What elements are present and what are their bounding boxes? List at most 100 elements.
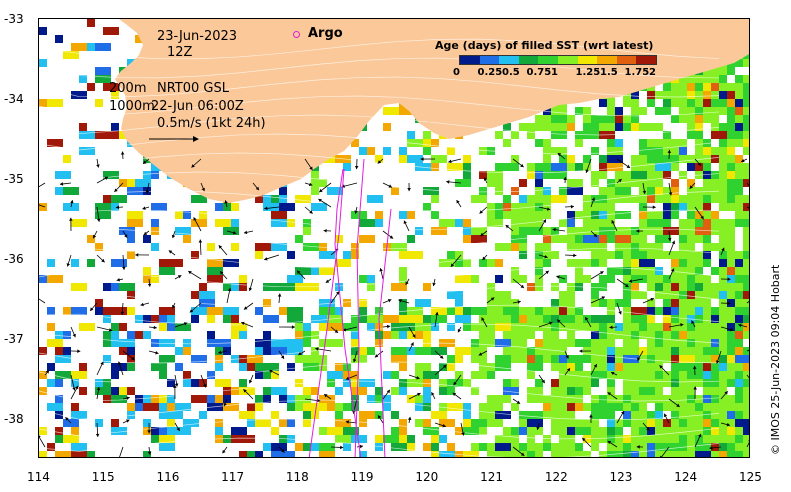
sst-pixel	[695, 331, 703, 339]
sst-pixel	[535, 411, 543, 419]
sst-pixel	[87, 259, 95, 267]
sst-pixel	[559, 419, 567, 427]
sst-pixel	[399, 363, 407, 371]
velocity-arrow	[564, 367, 571, 376]
sst-pixel	[599, 363, 607, 371]
sst-pixel	[599, 299, 607, 307]
sst-pixel	[255, 243, 271, 251]
sst-pixel	[687, 395, 695, 403]
sst-pixel	[119, 131, 127, 139]
sst-pixel	[119, 323, 127, 331]
velocity-arrow	[693, 386, 697, 400]
streamline	[39, 95, 720, 117]
sst-pixel	[487, 451, 503, 457]
sst-pixel	[727, 243, 735, 251]
sst-pixel	[391, 331, 399, 339]
sst-pixel	[111, 203, 119, 211]
sst-pixel	[311, 171, 319, 179]
sst-pixel	[727, 147, 735, 155]
sst-pixel	[551, 403, 567, 411]
sst-pixel	[479, 403, 487, 411]
sst-pixel	[239, 411, 255, 419]
sst-pixel	[591, 299, 599, 307]
sst-pixel	[199, 211, 207, 219]
sst-pixel	[679, 251, 687, 259]
sst-pixel	[311, 443, 319, 451]
velocity-arrow	[636, 229, 644, 233]
sst-pixel	[607, 339, 615, 347]
sst-pixel	[575, 307, 583, 315]
sst-pixel	[271, 387, 287, 395]
velocity-arrow	[590, 296, 606, 304]
sst-pixel	[111, 363, 127, 371]
sst-pixel	[671, 115, 679, 123]
sst-pixel	[735, 59, 743, 67]
sst-pixel	[423, 131, 431, 139]
sst-pixel	[183, 371, 191, 379]
sst-pixel	[591, 339, 599, 347]
velocity-arrow	[452, 392, 462, 400]
sst-pixel	[319, 307, 335, 315]
sst-pixel	[663, 139, 671, 147]
sst-pixel	[487, 443, 495, 451]
velocity-arrow	[354, 206, 358, 214]
sst-pixel	[719, 403, 727, 411]
sst-pixel	[567, 291, 575, 299]
sst-pixel	[599, 259, 607, 267]
sst-pixel	[535, 307, 543, 315]
sst-pixel	[551, 395, 567, 403]
sst-pixel	[719, 195, 727, 203]
sst-pixel	[359, 411, 375, 419]
sst-pixel	[399, 419, 407, 427]
longitude-tick-label: 121	[480, 470, 503, 484]
sst-pixel	[127, 187, 143, 195]
sst-pixel	[511, 219, 519, 227]
sst-pixel	[679, 307, 695, 315]
sst-pixel	[55, 435, 63, 443]
sst-pixel	[527, 435, 535, 443]
sst-pixel	[191, 307, 207, 315]
velocity-arrow	[694, 433, 702, 448]
sst-pixel	[559, 171, 567, 179]
sst-pixel	[647, 139, 655, 147]
sst-pixel	[639, 387, 647, 395]
sst-pixel	[327, 379, 335, 387]
sst-pixel	[471, 371, 479, 379]
sst-pixel	[503, 123, 511, 131]
sst-pixel	[511, 315, 519, 323]
sst-pixel	[391, 435, 399, 443]
sst-pixel	[463, 219, 471, 227]
velocity-arrow	[188, 270, 202, 280]
sst-pixel	[519, 339, 527, 347]
sst-pixel	[679, 427, 687, 435]
sst-pixel	[647, 179, 655, 187]
velocity-arrow	[218, 350, 228, 355]
velocity-arrow	[39, 204, 46, 208]
sst-pixel	[607, 155, 623, 163]
argo-marker-icon	[293, 31, 300, 38]
sst-pixel	[455, 371, 463, 379]
sst-pixel	[679, 227, 695, 235]
sst-pixel	[615, 139, 623, 147]
sst-pixel	[727, 419, 735, 427]
colorbar-swatch	[538, 56, 558, 64]
sst-pixel	[607, 147, 615, 155]
sst-pixel	[719, 83, 727, 91]
sst-pixel	[615, 115, 623, 123]
sst-pixel	[679, 259, 687, 267]
sst-pixel	[743, 435, 749, 443]
sst-pixel	[487, 307, 503, 315]
sst-pixel	[711, 403, 719, 411]
sst-pixel	[327, 323, 343, 331]
sst-pixel	[255, 419, 271, 427]
sst-pixel	[39, 99, 47, 107]
sst-pixel	[391, 443, 407, 451]
sst-pixel	[479, 147, 487, 155]
sst-pixel	[743, 403, 749, 411]
sst-pixel	[311, 203, 327, 211]
sst-pixel	[599, 395, 607, 403]
sst-pixel	[615, 395, 623, 403]
sst-pixel	[735, 203, 743, 211]
velocity-arrow	[69, 217, 73, 232]
sst-pixel	[503, 395, 511, 403]
